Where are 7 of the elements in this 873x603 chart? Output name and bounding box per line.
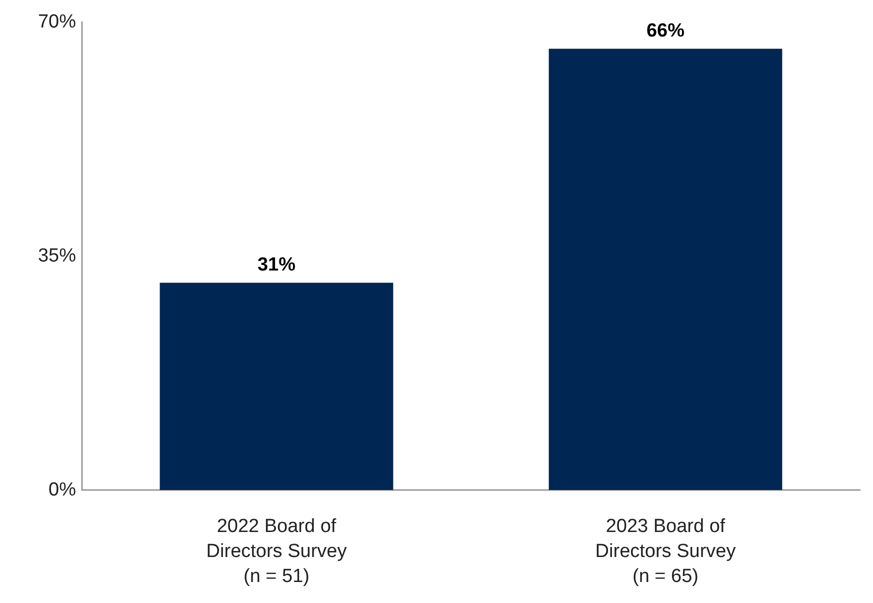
y-tick-label: 70%	[38, 12, 76, 32]
y-tick-label: 35%	[38, 246, 76, 266]
x-tick-label: 2022 Board of Directors Survey (n = 51)	[206, 516, 348, 587]
data-label: 66%	[646, 20, 685, 42]
x-tick-label: 2023 Board of Directors Survey (n = 65)	[595, 516, 736, 587]
y-tick-label: 0%	[48, 480, 76, 500]
data-label: 31%	[257, 254, 296, 276]
